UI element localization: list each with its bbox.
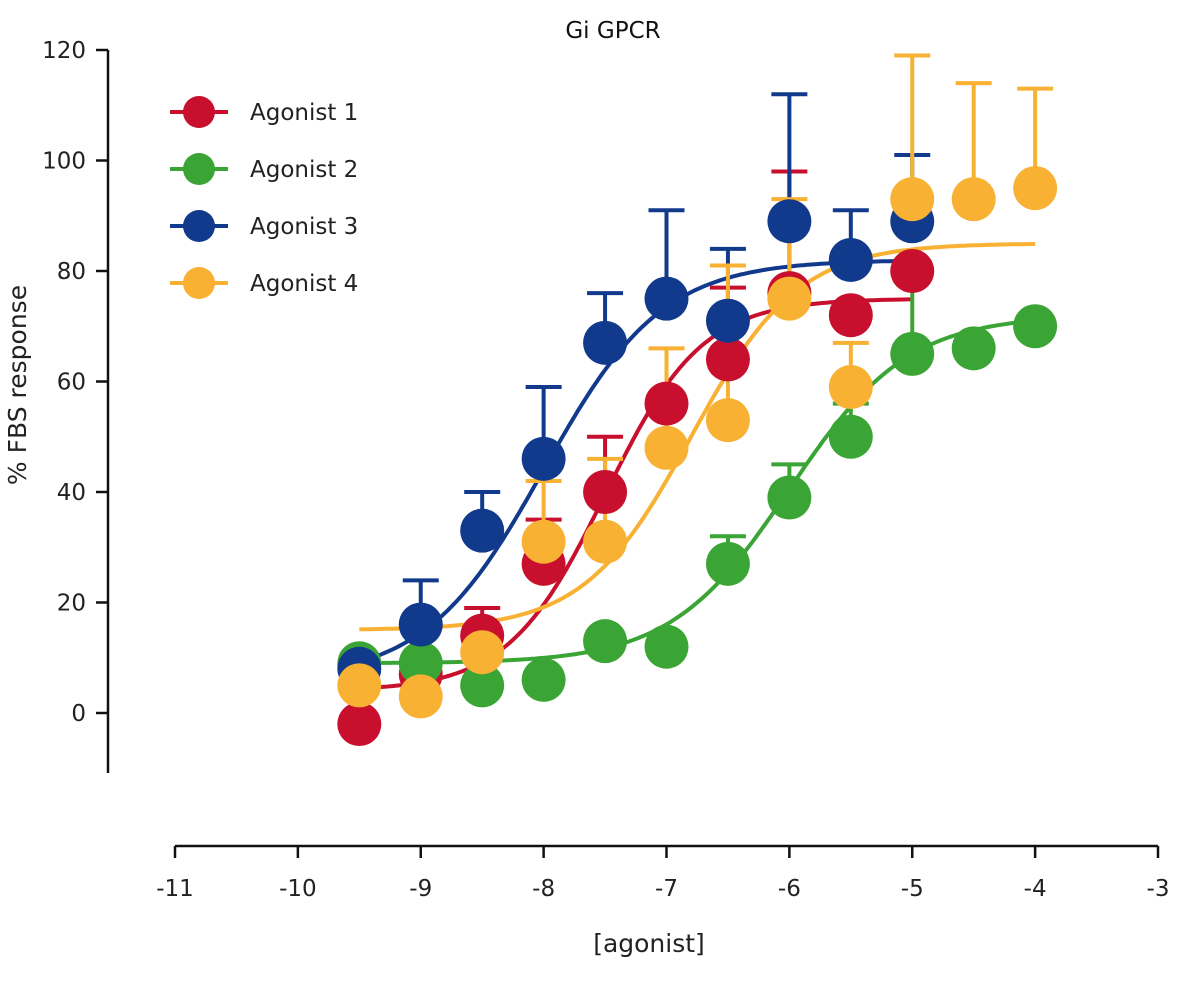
y-tick-label: 80 xyxy=(57,259,86,285)
point-agonist-2 xyxy=(1013,304,1058,349)
point-agonist-2 xyxy=(460,663,505,708)
x-tick-label: -5 xyxy=(901,876,924,902)
x-tick-label: -6 xyxy=(778,876,801,902)
point-agonist-4 xyxy=(1013,166,1058,211)
point-agonist-4 xyxy=(460,630,505,675)
point-agonist-1 xyxy=(583,470,628,514)
x-axis-title: [agonist] xyxy=(593,929,705,958)
legend-label: Agonist 3 xyxy=(250,214,358,240)
point-agonist-4 xyxy=(890,177,935,222)
x-tick-label: -8 xyxy=(532,876,555,902)
point-agonist-3 xyxy=(828,237,873,282)
x-axis: -11 -10 -9 -8 -7 -6 -5 -4 -3 xyxy=(156,844,1170,902)
fit-curves xyxy=(358,242,1036,691)
fit-curve-agonist-1 xyxy=(359,297,913,691)
legend-item-agonist-1: Agonist 1 xyxy=(170,96,358,128)
point-agonist-4 xyxy=(767,276,812,321)
point-agonist-4 xyxy=(828,365,873,410)
fit-curve-agonist-3 xyxy=(358,258,913,664)
point-agonist-3 xyxy=(767,199,812,244)
point-agonist-2 xyxy=(951,326,996,371)
error-bar-agonist-4 xyxy=(894,53,931,200)
point-agonist-4 xyxy=(644,425,689,470)
x-tick-label: -11 xyxy=(156,876,194,902)
y-tick-label: 60 xyxy=(57,370,86,396)
chart-title: Gi GPCR xyxy=(565,18,660,44)
legend-marker xyxy=(183,210,215,242)
legend: Agonist 1 Agonist 2 Agonist 3 Agonist 4 xyxy=(170,96,358,299)
x-tick-label: -7 xyxy=(655,876,678,902)
point-agonist-1 xyxy=(705,337,750,382)
x-tick-label: -3 xyxy=(1147,876,1170,902)
legend-label: Agonist 1 xyxy=(250,100,358,126)
x-tick-label: -10 xyxy=(279,876,317,902)
legend-item-agonist-2: Agonist 2 xyxy=(170,153,358,185)
y-axis-title: % FBS response xyxy=(3,285,32,485)
point-agonist-4 xyxy=(951,177,996,222)
y-tick-label: 100 xyxy=(42,149,86,175)
y-tick-label: 0 xyxy=(71,701,86,727)
point-agonist-2 xyxy=(398,641,443,686)
point-agonist-2 xyxy=(644,624,689,669)
y-tick-label: 20 xyxy=(57,591,86,617)
point-agonist-1 xyxy=(337,702,382,747)
point-agonist-2 xyxy=(521,657,566,702)
x-tick-label: -9 xyxy=(409,876,432,902)
fit-curve-agonist-4 xyxy=(359,242,1036,632)
y-tick-label: 120 xyxy=(42,38,86,64)
point-agonist-3 xyxy=(705,298,750,343)
point-agonist-4 xyxy=(337,663,382,708)
point-agonist-4 xyxy=(398,674,443,719)
x-tick-label: -4 xyxy=(1024,876,1047,902)
point-agonist-3 xyxy=(644,276,689,321)
legend-item-agonist-3: Agonist 3 xyxy=(170,210,358,242)
y-tick-label: 40 xyxy=(57,480,86,506)
point-agonist-4 xyxy=(583,519,628,564)
point-agonist-3 xyxy=(398,602,443,647)
point-agonist-1 xyxy=(644,381,689,426)
point-agonist-4 xyxy=(705,398,750,443)
legend-item-agonist-4: Agonist 4 xyxy=(170,267,358,299)
y-axis: 0 20 40 60 80 100 120 xyxy=(42,38,110,773)
legend-marker xyxy=(183,267,215,299)
point-agonist-1 xyxy=(828,293,873,338)
point-agonist-1 xyxy=(890,249,935,293)
point-agonist-2 xyxy=(583,619,628,664)
point-agonist-3 xyxy=(521,436,566,481)
fit-curve-agonist-2 xyxy=(359,318,1036,665)
point-agonist-2 xyxy=(890,331,935,376)
legend-marker xyxy=(183,96,215,128)
point-agonist-2 xyxy=(828,414,873,459)
data-points xyxy=(337,166,1058,747)
legend-label: Agonist 2 xyxy=(250,157,358,183)
point-agonist-3 xyxy=(460,508,505,553)
point-agonist-4 xyxy=(521,519,566,564)
point-agonist-3 xyxy=(583,320,628,365)
point-agonist-2 xyxy=(705,541,750,586)
legend-label: Agonist 4 xyxy=(250,271,358,297)
legend-marker xyxy=(183,153,215,185)
point-agonist-2 xyxy=(767,475,812,520)
